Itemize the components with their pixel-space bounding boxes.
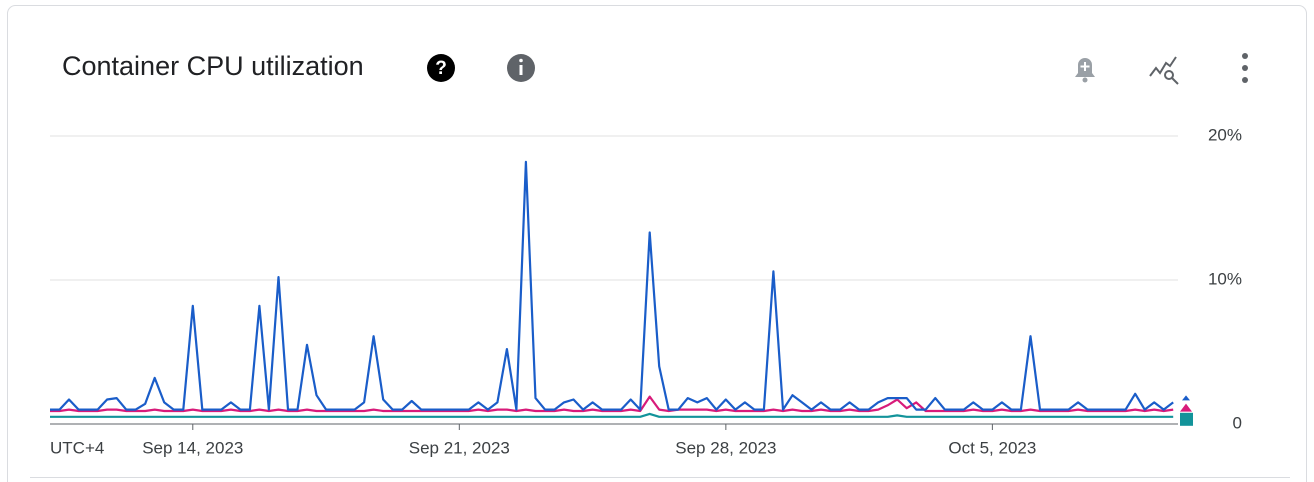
alert-icon[interactable] — [1075, 58, 1095, 83]
x-tick-label: Sep 28, 2023 — [675, 438, 776, 457]
info-icon[interactable] — [507, 54, 535, 82]
series-line — [50, 412, 1174, 418]
help-icon[interactable]: ? — [427, 54, 455, 82]
x-tick-label: Oct 5, 2023 — [948, 438, 1036, 457]
y-tick-label: 20% — [1208, 125, 1242, 144]
svg-text:?: ? — [435, 58, 447, 79]
series-line — [50, 160, 1174, 411]
timezone-label: UTC+4 — [50, 438, 104, 457]
card-border — [7, 5, 1307, 482]
more-menu-icon[interactable] — [1242, 53, 1248, 83]
end-marker — [1180, 403, 1192, 412]
series-line — [50, 395, 1174, 413]
x-tick-label: Sep 21, 2023 — [409, 438, 510, 457]
explore-icon[interactable] — [1149, 56, 1179, 85]
y-tick-label: 10% — [1208, 269, 1242, 288]
end-marker — [1182, 395, 1190, 401]
chart-title: Container CPU utilization — [62, 51, 364, 81]
end-marker — [1180, 412, 1193, 426]
x-tick-label: Sep 14, 2023 — [142, 438, 243, 457]
y-tick-label: 0 — [1233, 413, 1242, 432]
